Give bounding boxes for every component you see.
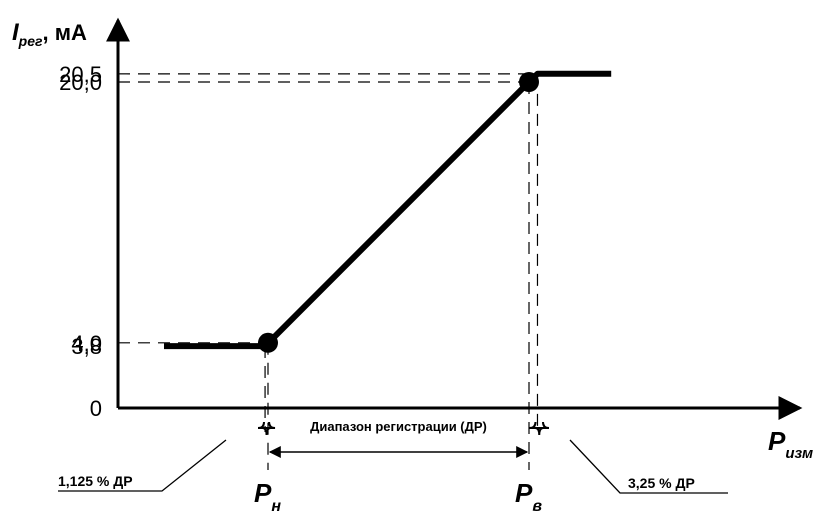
low-margin-label: 1,125 % ДР bbox=[58, 473, 133, 489]
x-mark-main: P bbox=[254, 478, 272, 508]
y-axis-title: Iрег, мА bbox=[12, 19, 87, 49]
high-margin-label: 3,25 % ДР bbox=[628, 475, 695, 491]
y-tick-label: 20,0 bbox=[59, 70, 102, 95]
x-axis-title: Pизм bbox=[768, 426, 813, 462]
series bbox=[164, 70, 612, 353]
x-mark-sub: н bbox=[271, 498, 281, 515]
series-line bbox=[164, 70, 612, 350]
x-mark-main: P bbox=[515, 478, 533, 508]
low-margin-brace bbox=[257, 421, 276, 436]
high-margin-leader bbox=[569, 439, 728, 494]
data-point bbox=[519, 72, 539, 92]
axes bbox=[106, 17, 803, 420]
y-tick-label: 4,0 bbox=[71, 331, 102, 356]
range-label: Диапазон регистрации (ДР) bbox=[310, 419, 487, 434]
y-tick-label: 0 bbox=[90, 396, 102, 421]
y-tick-label: 3,8 bbox=[71, 334, 102, 359]
data-point bbox=[258, 332, 278, 353]
y-axis-title-unit: , мА bbox=[42, 20, 86, 45]
x-axis-title-sub: изм bbox=[785, 445, 813, 462]
x-mark-label: Pн bbox=[254, 478, 281, 515]
x-axis-title-main: P bbox=[768, 426, 786, 456]
high-margin-brace bbox=[529, 421, 550, 436]
labels: 0 3,84,0 20,020,5 Iрег, мА Pизм Диапазон реги… bbox=[12, 19, 813, 515]
x-mark-sub: в bbox=[532, 498, 542, 515]
low-margin-leader bbox=[58, 439, 227, 492]
x-mark-label: Pв bbox=[515, 478, 542, 515]
guide-lines bbox=[118, 73, 539, 470]
y-tick-label: 20,5 bbox=[59, 62, 102, 87]
y-axis-title-main: I bbox=[12, 19, 20, 46]
y-axis-title-sub: рег bbox=[18, 33, 43, 49]
